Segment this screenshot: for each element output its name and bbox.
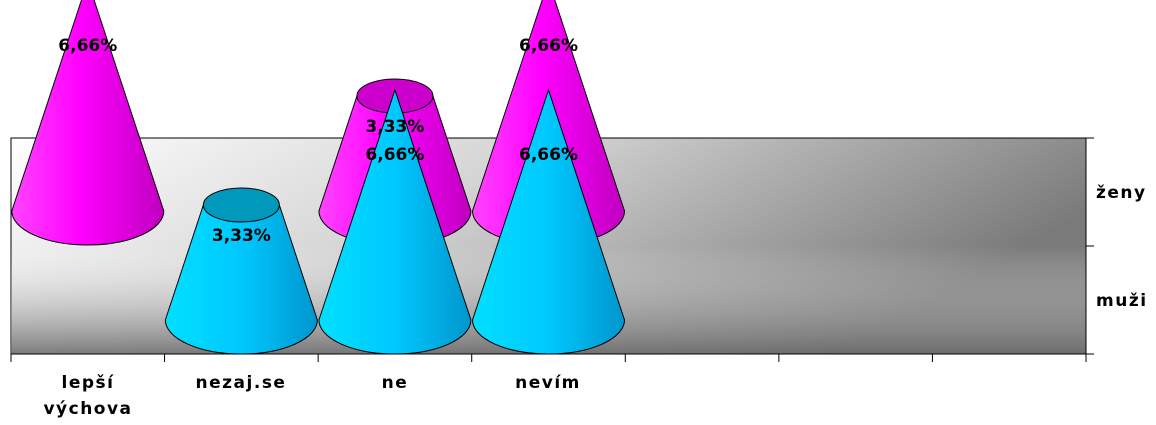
series-label-zeny: ženy <box>1096 183 1147 203</box>
cone-zeny-0 <box>11 0 165 246</box>
x-axis-ticks <box>10 354 1087 362</box>
cone-muzi-1 <box>164 187 318 355</box>
data-label-muzi-3: 6,66% <box>519 145 578 165</box>
x-axis: lepší výchova nezaj.se ne nevím <box>10 353 1087 419</box>
x-tick-label-ne: ne <box>382 373 409 393</box>
zeny-data-labels: 6,66% 3,33% 6,66% <box>58 36 578 137</box>
muzi-series <box>164 88 626 355</box>
series-label-muzi: muži <box>1096 291 1148 311</box>
data-label-zeny-2: 3,33% <box>365 117 424 137</box>
data-label-muzi-1: 3,33% <box>212 226 271 246</box>
x-tick-label-lepsi-vychova-2: výchova <box>43 399 132 419</box>
x-tick-label-nevim: nevím <box>515 373 581 393</box>
cone-body <box>11 0 165 246</box>
x-tick-label-nezaj-se: nezaj.se <box>196 373 287 393</box>
muzi-data-labels: 3,33% 6,66% 6,66% <box>212 145 578 246</box>
data-label-zeny-0: 6,66% <box>58 36 117 56</box>
cone-top-face <box>202 187 280 223</box>
data-label-zeny-3: 6,66% <box>519 36 578 56</box>
x-tick-label-lepsi-vychova-1: lepší <box>62 373 115 393</box>
data-label-muzi-2: 6,66% <box>365 145 424 165</box>
series-axis: ženy muži <box>1085 137 1148 355</box>
